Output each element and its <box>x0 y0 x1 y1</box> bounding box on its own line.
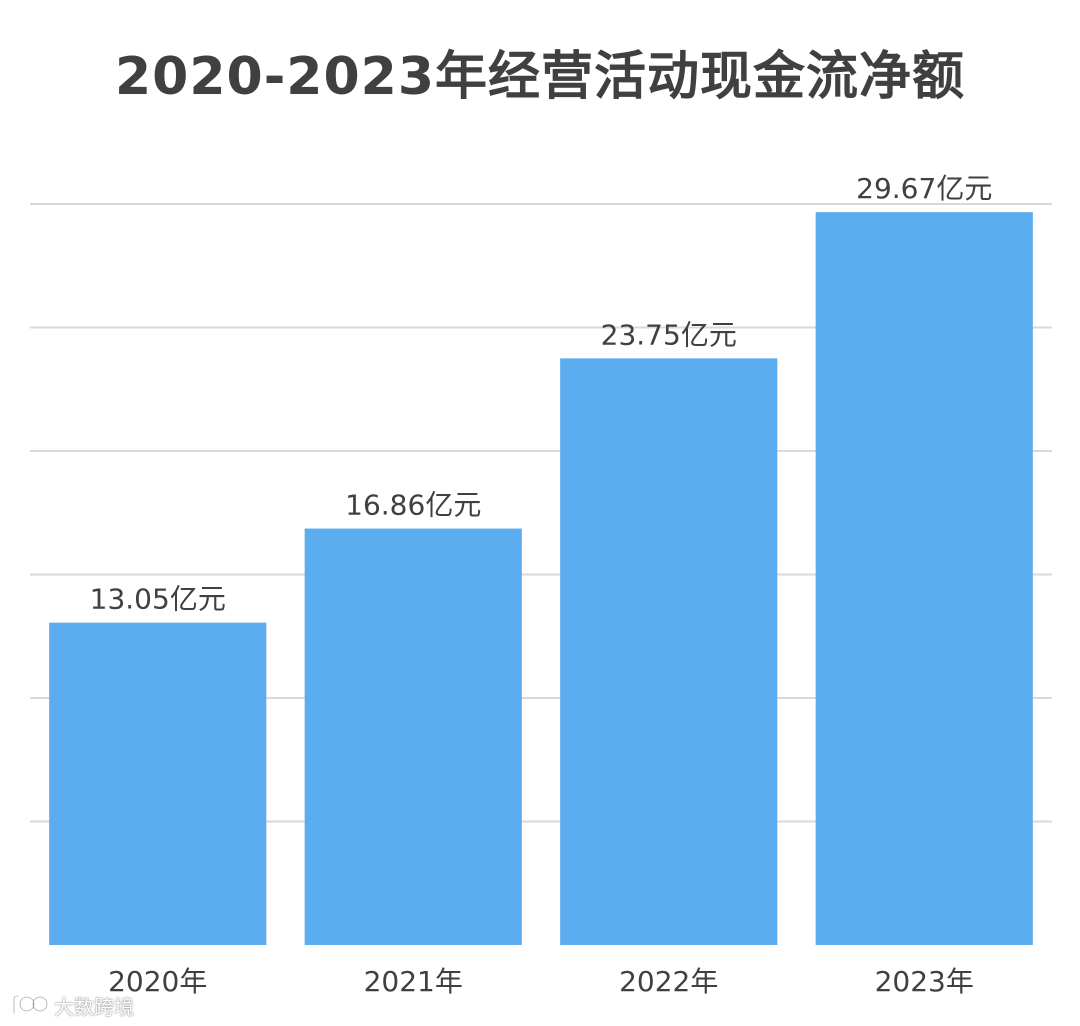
data-labels: 13.05亿元 16.86亿元 23.75亿元 29.67亿元 <box>90 172 993 616</box>
data-label-1: 16.86亿元 <box>345 489 481 522</box>
dashuju-logo-icon <box>12 994 49 1015</box>
bar-3 <box>815 212 1033 945</box>
data-label-3: 29.67亿元 <box>856 172 992 205</box>
watermark: 大数跨境 <box>10 992 134 1019</box>
x-axis-tick-labels: 2020年 2021年 2022年 2023年 <box>108 965 974 998</box>
data-label-0: 13.05亿元 <box>90 583 226 616</box>
bars <box>49 212 1033 945</box>
x-tick-label-1: 2021年 <box>364 965 463 998</box>
x-tick-label-3: 2023年 <box>875 965 974 998</box>
bar-0 <box>49 622 267 945</box>
watermark-text: 大数跨境 <box>54 994 134 1019</box>
bar-1 <box>304 528 522 945</box>
data-label-2: 23.75亿元 <box>601 318 737 351</box>
x-tick-label-2: 2022年 <box>619 965 718 998</box>
bar-2 <box>560 358 778 945</box>
chart-title: 2020-2023年经营活动现金流净额 <box>114 47 966 107</box>
x-tick-label-0: 2020年 <box>108 965 207 998</box>
